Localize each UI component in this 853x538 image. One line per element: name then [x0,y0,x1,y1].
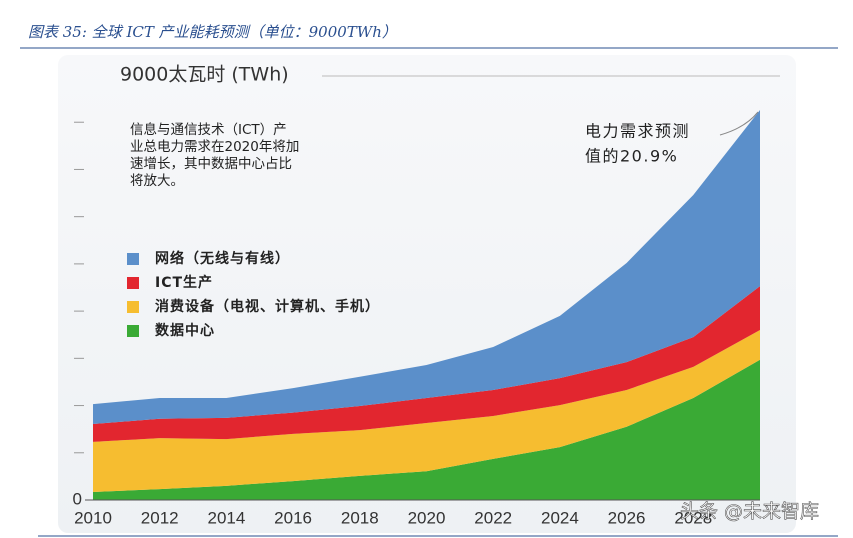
caption: 图表 35: 全球 ICT 产业能耗预测（单位：9000TWh） [28,23,397,41]
annotation: 信息与通信技术（ICT）产 [130,121,287,138]
legend-swatch [127,301,139,313]
pointer [719,111,759,136]
annotation: 值的20.9% [585,147,678,166]
x-tick-label: 2014 [207,508,245,527]
legend-label: ICT生产 [155,274,213,291]
area [93,359,760,500]
annotation: 电力需求预测 [585,122,690,141]
area [93,109,760,424]
x-tick-label: 2020 [408,508,446,527]
x-tick-label: 2018 [341,508,379,527]
annotation: 将放大。 [130,173,184,189]
area [93,286,760,442]
x-tick-label: 2016 [274,508,312,527]
x-tick-label: 2022 [474,508,512,527]
legend-label: 消费设备（电视、计算机、手机） [155,298,380,315]
legend-label: 数据中心 [155,322,215,339]
x-tick-label: 2010 [74,508,112,527]
watermark: 头条 @未来智库 [680,501,819,523]
area [93,330,760,492]
y-tick-label: 0 [73,489,82,508]
legend-swatch [127,253,139,265]
x-tick-label: 2012 [141,508,179,527]
x-tick-label: 2024 [541,508,579,527]
annotation: 业总电力需求在2020年将加 [130,139,299,155]
legend-swatch [127,277,139,289]
legend-label: 网络（无线与有线） [155,250,290,267]
x-tick-label: 2026 [608,508,646,527]
annotation: 速增长，其中数据中心占比 [130,156,292,172]
x-tick-label: 2028 [674,508,712,527]
y-axis-label: 9000太瓦时 (TWh) [120,64,289,86]
legend-swatch [127,325,139,337]
